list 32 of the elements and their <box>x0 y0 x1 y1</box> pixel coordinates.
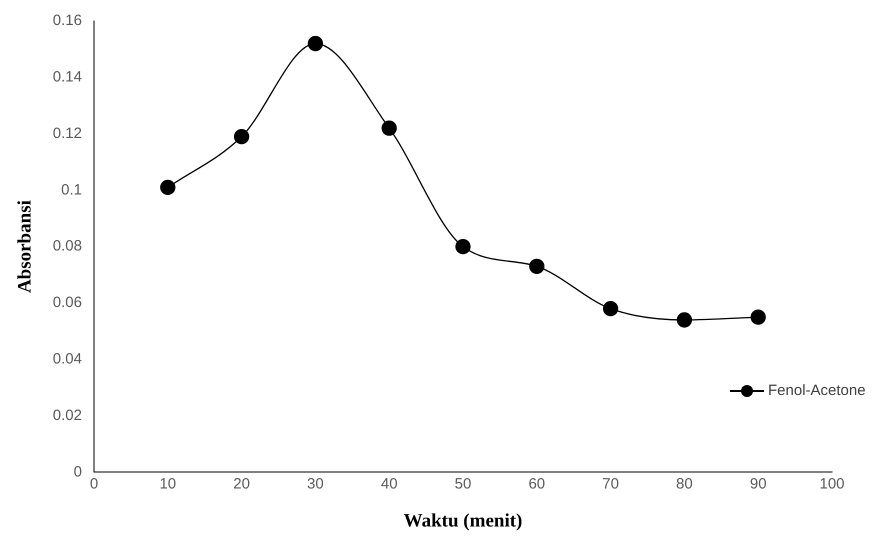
y-tick-label: 0.08 <box>52 238 82 255</box>
point <box>455 238 471 254</box>
x-tick-label: 70 <box>602 475 619 492</box>
point <box>234 128 250 144</box>
x-tick-label: 90 <box>750 475 767 492</box>
y-tick-label: 0.06 <box>52 294 82 312</box>
y-tick-label: 0.14 <box>52 68 82 86</box>
x-tick-label: 40 <box>380 475 398 492</box>
point <box>750 309 766 325</box>
y-tick-label: 0.04 <box>52 350 82 368</box>
y-tick-label: 0.1 <box>61 181 82 198</box>
x-tick-label: 10 <box>159 475 176 492</box>
x-tick-label: 80 <box>676 475 693 492</box>
point <box>529 258 544 274</box>
y-tick-label: 0 <box>74 463 82 480</box>
x-tick-label: 20 <box>233 475 250 492</box>
x-tick-label: 0 <box>90 475 98 492</box>
y-tick-label: 0.16 <box>52 12 82 30</box>
point <box>308 36 324 52</box>
point <box>382 120 397 136</box>
legend-label: Fenol-Acetone <box>768 382 866 400</box>
x-tick-label: 100 <box>819 475 845 492</box>
x-tick-label: 60 <box>528 475 546 492</box>
x-tick-label: 30 <box>307 475 324 492</box>
y-axis-title: Absorbansi <box>14 200 36 294</box>
x-axis-title: Waktu (menit) <box>404 510 522 532</box>
point <box>160 180 176 196</box>
point <box>676 312 692 328</box>
x-tick-label: 50 <box>454 475 472 492</box>
point <box>602 300 618 316</box>
y-tick-label: 0.02 <box>52 406 82 424</box>
y-tick-label: 0.12 <box>52 124 82 142</box>
